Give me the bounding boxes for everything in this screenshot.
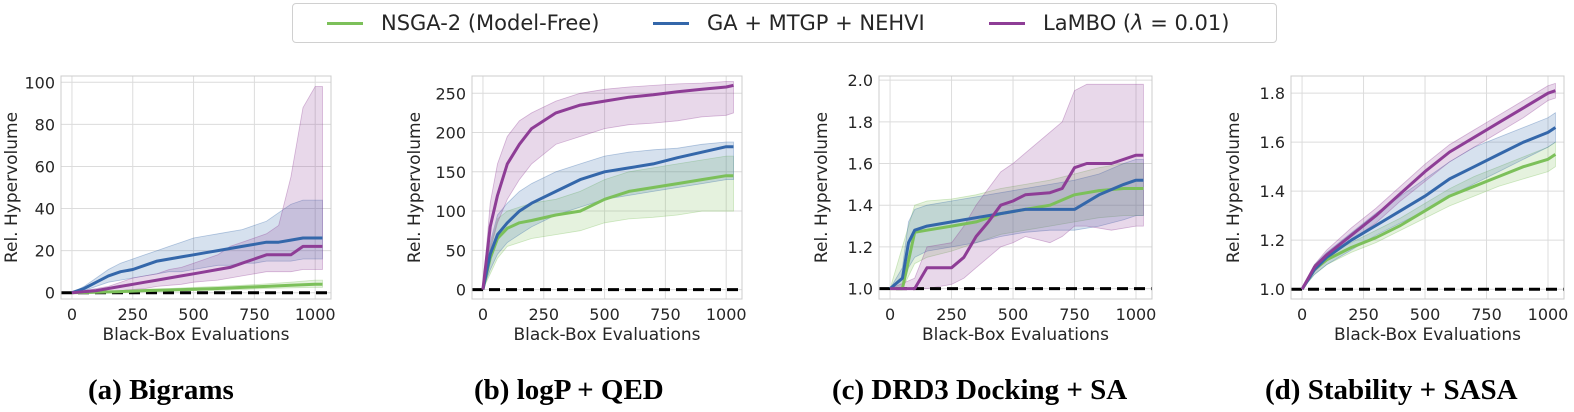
x-axis-label-d: Black-Box Evaluations (1334, 325, 1521, 345)
band-ga-mtgp-nehvi-b (482, 141, 734, 290)
data-layer-a (61, 86, 331, 295)
xtick-label-d: 750 (1471, 305, 1502, 324)
xtick-label-a: 750 (239, 305, 270, 324)
band-lambo-b (482, 81, 734, 290)
ytick-label-d: 1.0 (1260, 280, 1285, 299)
caption-c: (c) DRD3 Docking + SA (832, 374, 1128, 406)
xtick-label-d: 250 (1348, 305, 1379, 324)
line-ga-mtgp-nehvi-c (889, 178, 1144, 290)
ytick-label-b: 50 (446, 241, 466, 260)
line-nsga2-d (1300, 153, 1557, 290)
xtick-label-b: 750 (650, 305, 681, 324)
ytick-label-c: 1.6 (848, 155, 873, 174)
line-lambo-a (71, 244, 323, 295)
data-layer-b (472, 81, 742, 292)
xtick-label-b: 1000 (706, 305, 747, 324)
xtick-label-b: 500 (589, 305, 620, 324)
ytick-label-d: 1.8 (1260, 84, 1285, 103)
line-ga-mtgp-nehvi-d (1300, 126, 1557, 290)
xtick-label-a: 0 (67, 305, 77, 324)
ytick-label-d: 1.2 (1260, 231, 1285, 250)
ytick-label-a: 80 (35, 115, 55, 134)
plot-area-a (61, 76, 331, 299)
ytick-label-c: 1.8 (848, 113, 873, 132)
legend-label-nsga2: NSGA-2 (Model-Free) (381, 11, 600, 35)
chart-a: 0 250 500 750 1000 0 20 40 60 80 100 Black-Box Eval… (2, 73, 336, 345)
ytick-label-a: 40 (35, 200, 55, 219)
line-ga-mtgp-nehvi-b (481, 145, 734, 290)
plot-frame-c (878, 75, 1153, 300)
line-lambo-c (890, 153, 1144, 291)
caption-b: (b) logP + QED (474, 374, 664, 406)
xtick-label-b: 0 (478, 305, 488, 324)
ytick-label-b: 0 (456, 281, 466, 300)
plot-area-d (1291, 76, 1564, 299)
x-axis-label-b: Black-Box Evaluations (513, 325, 700, 345)
data-layer-d (1291, 82, 1564, 291)
ytick-label-a: 60 (35, 157, 55, 176)
ytick-label-a: 100 (24, 73, 55, 92)
legend-swatch-lambo (989, 21, 1025, 25)
x-axis-label-c: Black-Box Evaluations (922, 325, 1109, 345)
legend-label-lambo: LaMBO (λ = 0.01) (1043, 11, 1229, 35)
caption-a: (a) Bigrams (88, 374, 234, 406)
legend-swatch-nsga2 (327, 21, 363, 25)
ytick-label-c: 1.4 (848, 196, 873, 215)
legend-label-ga-mtgp-nehvi: GA + MTGP + NEHVI (707, 11, 925, 35)
xtick-label-b: 250 (528, 305, 559, 324)
chart-c: 0 250 500 750 1000 1.0 1.2 1.4 1.6 1.8 2.0 Black-Bo… (812, 71, 1156, 345)
legend: NSGA-2 (Model-Free) GA + MTGP + NEHVI La… (292, 3, 1277, 43)
legend-label-lambo-lambda: λ (1131, 11, 1144, 35)
x-axis-label-a: Black-Box Evaluations (102, 325, 289, 345)
ytick-label-b: 100 (435, 202, 466, 221)
y-axis-label-d: Rel. Hypervolume (1224, 112, 1244, 263)
xtick-label-a: 1000 (295, 305, 336, 324)
band-lambo-a (71, 86, 323, 294)
ytick-label-c: 1.2 (848, 238, 873, 257)
line-ga-mtgp-nehvi-a (71, 236, 323, 295)
y-axis-label-a: Rel. Hypervolume (2, 112, 22, 263)
chart-d: 0 250 500 750 1000 1.0 1.2 1.4 1.6 1.8 Black-Box E… (1224, 75, 1569, 345)
ytick-label-a: 20 (35, 242, 55, 261)
line-lambo-b (481, 83, 734, 290)
plot-frame-d (1290, 75, 1565, 300)
xtick-label-c: 1000 (1116, 305, 1157, 324)
xtick-label-c: 750 (1059, 305, 1090, 324)
plot-area-b (472, 76, 742, 299)
legend-label-lambo-suffix: = 0.01) (1143, 11, 1230, 35)
xtick-label-a: 250 (117, 305, 148, 324)
legend-swatch-ga-mtgp-nehvi (653, 21, 689, 25)
y-axis-label-c: Rel. Hypervolume (812, 112, 832, 263)
xtick-label-c: 250 (936, 305, 967, 324)
data-layer-c (879, 83, 1152, 291)
ytick-label-c: 1.0 (848, 280, 873, 299)
ytick-label-b: 200 (435, 124, 466, 143)
xtick-label-d: 500 (1410, 305, 1441, 324)
legend-item-nsga2: NSGA-2 (Model-Free) (327, 4, 599, 42)
xtick-label-d: 1000 (1528, 305, 1569, 324)
plot-frame-b (471, 75, 743, 300)
legend-item-ga-mtgp-nehvi: GA + MTGP + NEHVI (653, 4, 925, 42)
line-lambo-d (1300, 89, 1556, 290)
ytick-label-a: 0 (45, 284, 55, 303)
legend-label-lambo-prefix: LaMBO ( (1043, 11, 1132, 35)
line-nsga2-a (71, 282, 323, 295)
ytick-label-d: 1.4 (1260, 182, 1285, 201)
xtick-label-c: 500 (998, 305, 1029, 324)
legend-item-lambo: LaMBO (λ = 0.01) (989, 4, 1229, 42)
ytick-label-b: 150 (435, 163, 466, 182)
caption-d: (d) Stability + SASA (1265, 374, 1518, 406)
ytick-label-d: 1.6 (1260, 133, 1285, 152)
xtick-label-d: 0 (1297, 305, 1307, 324)
ytick-label-c: 2.0 (848, 71, 873, 90)
xtick-label-c: 0 (885, 305, 895, 324)
plot-area-c (879, 76, 1152, 299)
y-axis-label-b: Rel. Hypervolume (405, 112, 425, 263)
plot-frame-a (60, 75, 332, 300)
line-nsga2-b (481, 174, 734, 290)
ytick-label-b: 250 (435, 84, 466, 103)
xtick-label-a: 500 (178, 305, 209, 324)
